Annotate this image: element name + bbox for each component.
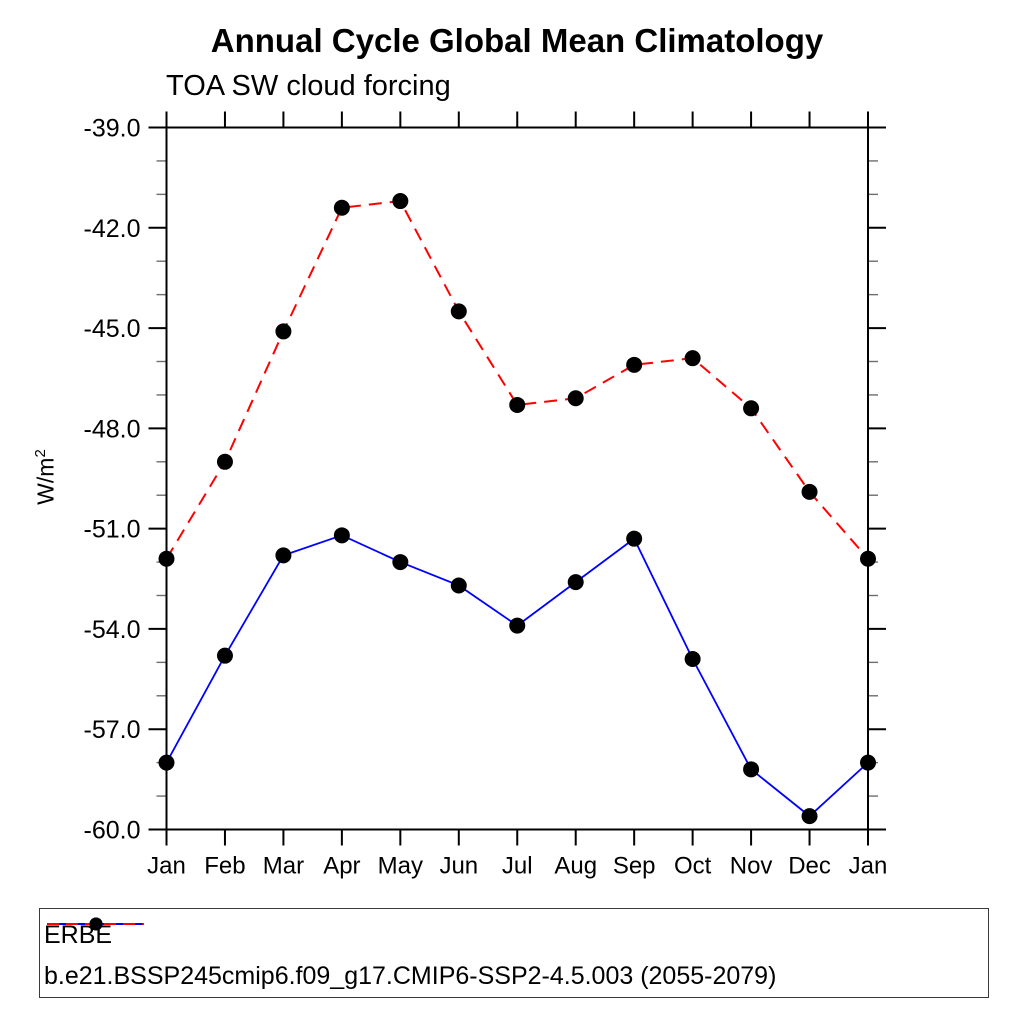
data-point-marker xyxy=(392,554,409,571)
data-point-marker xyxy=(333,527,350,544)
y-tick-label: -39.0 xyxy=(84,115,141,143)
data-point-marker xyxy=(509,617,526,634)
data-point-marker xyxy=(626,356,643,373)
y-tick-label: -51.0 xyxy=(84,516,141,544)
x-tick-label: Jun xyxy=(439,853,478,880)
data-point-marker xyxy=(801,483,818,500)
x-tick-label: Dec xyxy=(788,853,831,880)
data-point-marker xyxy=(567,390,584,407)
series-line-model xyxy=(165,199,869,560)
legend-item-erbe: ERBE xyxy=(40,915,988,955)
plot-frame xyxy=(165,126,869,831)
data-point-marker xyxy=(801,808,818,825)
x-tick-label: Apr xyxy=(323,853,360,880)
data-point-marker xyxy=(216,647,233,664)
data-point-marker xyxy=(275,547,292,564)
x-tick-label: Sep xyxy=(613,853,656,880)
data-point-marker xyxy=(158,754,175,771)
data-point-marker xyxy=(743,400,760,417)
x-tick-label: Aug xyxy=(554,853,597,880)
x-tick-label: Jan xyxy=(849,853,888,880)
series-line-erbe xyxy=(165,534,869,818)
data-point-marker xyxy=(216,453,233,470)
y-tick-label: -48.0 xyxy=(84,415,141,443)
legend-marker-icon xyxy=(89,917,103,931)
data-point-marker xyxy=(392,193,409,210)
x-tick-label: Jul xyxy=(502,853,533,880)
y-tick-label: -45.0 xyxy=(84,315,141,343)
data-point-marker xyxy=(567,574,584,591)
legend-item-model: b.e21.BSSP245cmip6.f09_g17.CMIP6-SSP2-4.… xyxy=(40,917,988,996)
y-tick-label: -54.0 xyxy=(84,616,141,644)
data-point-marker xyxy=(333,199,350,216)
data-point-marker xyxy=(158,550,175,567)
data-point-marker xyxy=(450,577,467,594)
x-tick-label: Oct xyxy=(674,853,712,880)
x-tick-label: Jan xyxy=(147,853,186,880)
legend-swatch-dashed-line xyxy=(47,917,144,931)
legend-box: ERBE b.e21.BSSP245cmip6.f09_g17.CMIP6-SS… xyxy=(39,908,989,998)
x-tick-label: Mar xyxy=(263,853,304,880)
data-point-marker xyxy=(860,550,876,567)
data-point-marker xyxy=(860,754,876,771)
data-point-marker xyxy=(509,396,526,413)
data-point-marker xyxy=(626,530,643,547)
data-point-marker xyxy=(684,350,701,367)
data-point-marker xyxy=(275,323,292,340)
legend-label-model: b.e21.BSSP245cmip6.f09_g17.CMIP6-SSP2-4.… xyxy=(44,961,777,990)
chart-title: Annual Cycle Global Mean Climatology xyxy=(210,22,824,59)
data-point-marker xyxy=(450,303,467,320)
y-tick-label: -42.0 xyxy=(84,215,141,243)
chart-subtitle: TOA SW cloud forcing xyxy=(166,70,451,102)
data-point-marker xyxy=(684,651,701,668)
data-point-marker xyxy=(743,761,760,778)
x-tick-label: Feb xyxy=(204,853,245,880)
x-tick-label: Nov xyxy=(730,853,773,880)
x-tick-label: May xyxy=(378,853,423,880)
y-tick-label: -60.0 xyxy=(84,817,141,845)
y-tick-label: -57.0 xyxy=(84,716,141,744)
